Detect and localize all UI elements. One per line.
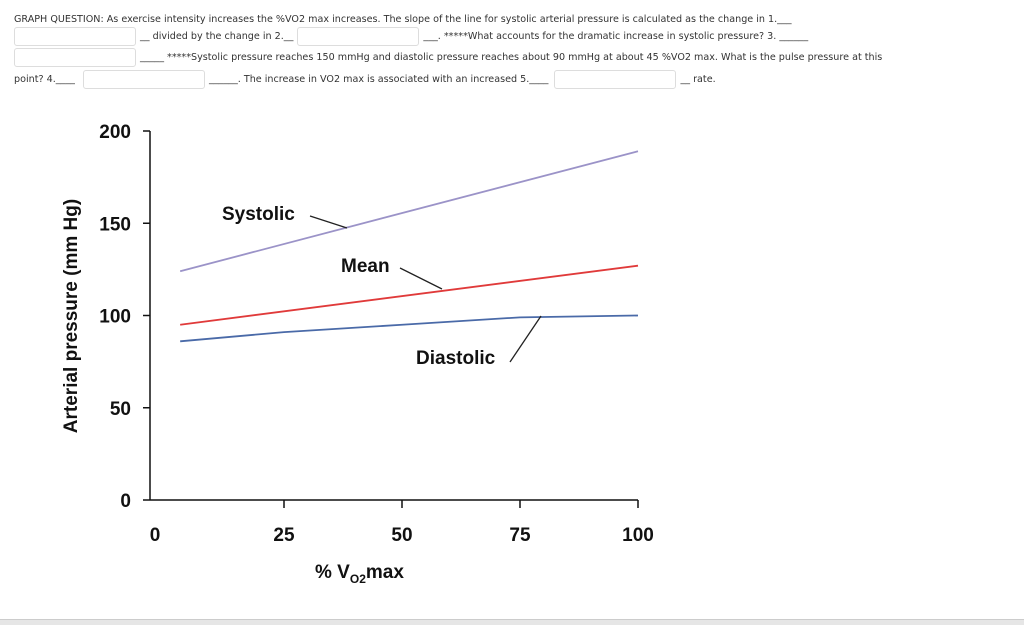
question-text: ___. *****What accounts for the dramatic… <box>423 31 809 42</box>
answer-5-input[interactable] <box>554 70 677 89</box>
diastolic-leader <box>509 315 542 363</box>
x-tick-label: 25 <box>273 525 295 546</box>
y-tick-label: 50 <box>110 399 131 420</box>
question-line-3: _____ *****Systolic pressure reaches 150… <box>14 48 882 67</box>
x-tick-label: 50 <box>391 525 412 546</box>
question-text: __ divided by the change in 2.__ <box>140 31 294 42</box>
x-tick-label: 100 <box>622 525 654 546</box>
series-line-diastolic <box>180 314 639 343</box>
answer-2-input[interactable] <box>297 27 420 46</box>
question-text: _____ *****Systolic pressure reaches 150… <box>140 52 883 63</box>
answer-1-input[interactable] <box>14 27 136 46</box>
y-tick-label: 200 <box>99 122 131 143</box>
question-line-2: __ divided by the change in 2.__ ___. **… <box>14 27 808 46</box>
series-line-mean <box>180 264 639 326</box>
y-tick-label: 0 <box>120 491 131 512</box>
question-line-4: point? 4.____ ______. The increase in VO… <box>14 70 716 89</box>
answer-4-input[interactable] <box>82 70 205 89</box>
bottom-bar <box>0 619 1024 625</box>
x-axis-label: % VO2max <box>315 562 404 586</box>
x-tick-label: 75 <box>509 525 531 546</box>
mean-leader <box>399 267 443 290</box>
question-text: point? 4.____ <box>14 74 75 85</box>
annotation-mean: Mean <box>341 256 390 277</box>
systolic-leader <box>309 215 348 229</box>
answer-3-input[interactable] <box>14 48 136 67</box>
question-text: ______. The increase in VO2 max is assoc… <box>208 74 549 85</box>
question-text: __ rate. <box>680 74 716 85</box>
question-line-1: GRAPH QUESTION: As exercise intensity in… <box>14 14 792 25</box>
y-tick-label: 150 <box>99 214 131 235</box>
annotation-diastolic: Diastolic <box>416 348 496 369</box>
x-tick-label: 0 <box>150 525 161 546</box>
series-line-systolic <box>179 150 639 273</box>
annotation-systolic: Systolic <box>222 204 295 225</box>
question-text: GRAPH QUESTION: As exercise intensity in… <box>14 14 792 25</box>
y-tick-label: 100 <box>99 307 131 328</box>
y-axis-label: Arterial pressure (mm Hg) <box>61 199 82 433</box>
